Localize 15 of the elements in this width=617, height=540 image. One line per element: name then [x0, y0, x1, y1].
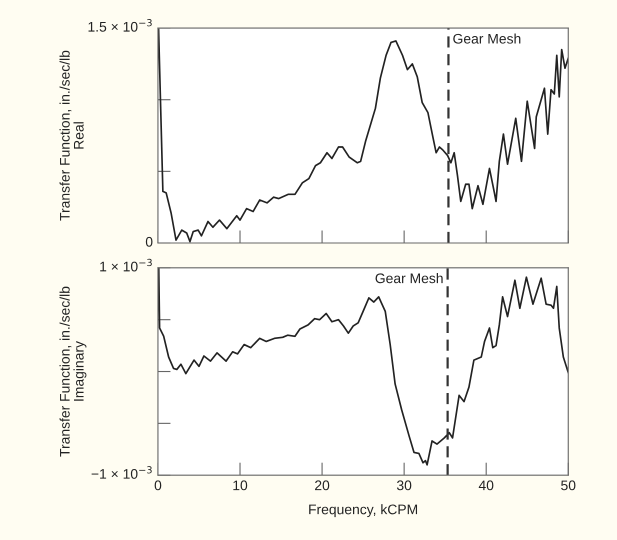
- y-tick-label: 0: [146, 236, 152, 247]
- ref-line-label: Gear Mesh: [376, 273, 443, 284]
- x-axis-title: Frequency, kCPM: [309, 504, 418, 518]
- x-tick-label: 50: [561, 480, 576, 490]
- x-tick-label: 30: [396, 480, 412, 490]
- x-tick-label: 20: [315, 480, 330, 490]
- y-tick-label: 1 × 10$^{−3}$: [100, 258, 152, 272]
- x-tick-label: 40: [478, 480, 494, 490]
- y-tick-label: −1 × 10$^{−3}$: [92, 466, 152, 479]
- y-axis-title: Transfer Function, in./sec/lb Imaginary: [60, 286, 86, 457]
- x-tick-label: 10: [233, 480, 248, 490]
- y-tick-label: 1.5 × 10$^{−3}$: [88, 19, 152, 32]
- ref-line-label: Gear Mesh: [453, 33, 520, 44]
- y-axis-title: Transfer Function, in./sec/lb Real: [60, 50, 84, 221]
- x-tick-label: 0: [154, 480, 162, 490]
